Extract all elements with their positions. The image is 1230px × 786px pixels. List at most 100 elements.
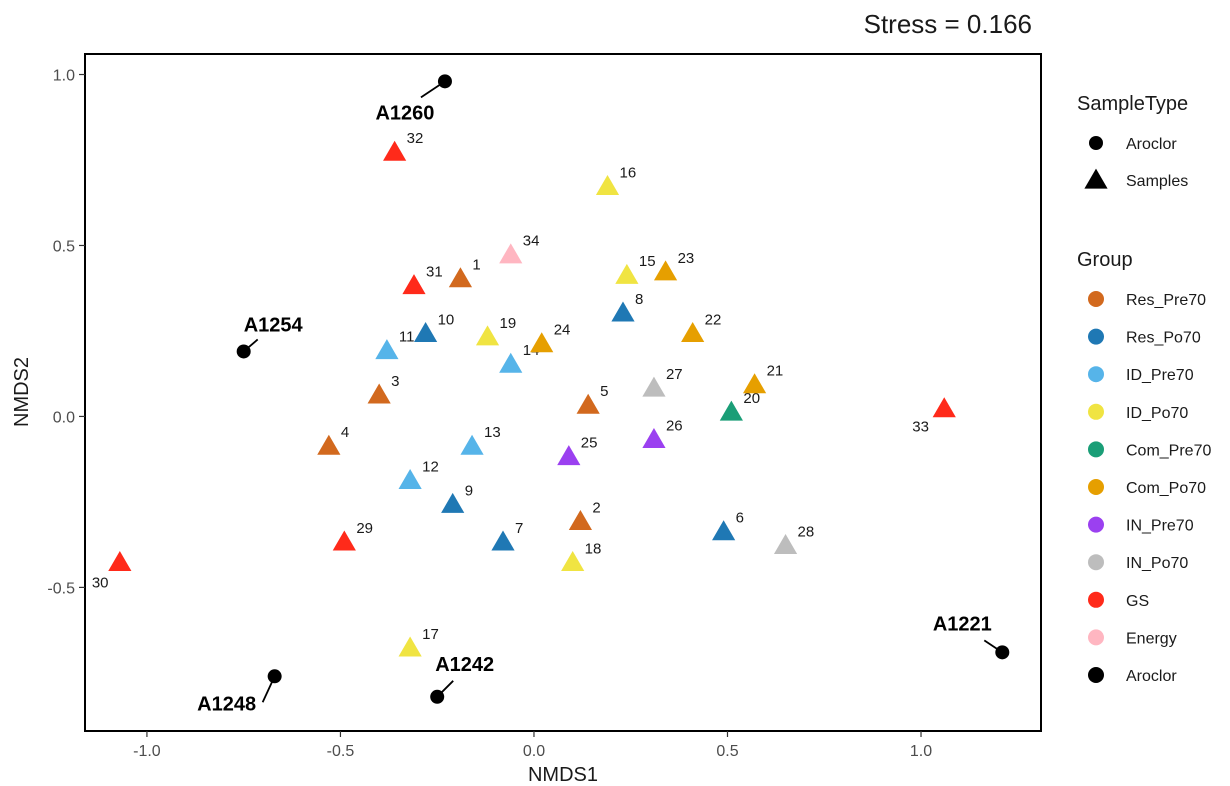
sample-point-label: 9 xyxy=(465,482,473,499)
y-axis: -0.5 0.0 0.5 1.0 xyxy=(47,68,85,597)
sample-point xyxy=(475,325,500,346)
sample-point-label: 21 xyxy=(767,363,784,380)
sample-point xyxy=(568,510,593,531)
sample-point-label: 6 xyxy=(736,510,744,527)
legend-group-label: ID_Pre70 xyxy=(1126,367,1194,384)
sample-point-label: 1 xyxy=(472,257,480,274)
legend-group-key xyxy=(1088,366,1104,383)
sample-point-label: 33 xyxy=(912,419,929,436)
sample-point xyxy=(742,373,767,394)
sample-point-label: 12 xyxy=(422,458,439,475)
aroclor-points: A1260 A1254 A1248 A1242 A1221 xyxy=(197,74,1010,715)
legend-group-label: Energy xyxy=(1126,630,1177,647)
sample-point-label: 13 xyxy=(484,424,501,441)
y-tick-label: 0.0 xyxy=(53,409,75,426)
aroclor-point xyxy=(995,645,1010,660)
plot-panel-border xyxy=(84,53,1042,732)
aroclor-label: A1242 xyxy=(435,654,494,676)
aroclor-label: A1254 xyxy=(244,314,304,336)
sample-point xyxy=(332,530,356,551)
legend-group-label: GS xyxy=(1126,593,1149,610)
sample-point-label: 3 xyxy=(391,373,399,390)
aroclor-label: A1260 xyxy=(375,102,434,124)
legend-group-label: Res_Po70 xyxy=(1126,330,1201,347)
legend-group-label: IN_Po70 xyxy=(1126,555,1188,572)
sample-point xyxy=(383,140,407,161)
sample-point-label: 5 xyxy=(600,383,608,400)
y-axis-title: NMDS2 xyxy=(11,357,33,427)
sample-point xyxy=(561,551,585,572)
sample-point-label: 32 xyxy=(407,130,424,147)
legend-group-key xyxy=(1088,291,1104,307)
sample-point-label: 24 xyxy=(554,322,571,339)
sample-point xyxy=(499,243,523,264)
legend-group-key xyxy=(1088,629,1104,646)
legend: SampleType Aroclor Samples Group Res_Pre7… xyxy=(1077,93,1211,685)
sample-point xyxy=(402,274,426,295)
y-tick-label: -0.5 xyxy=(47,580,75,597)
sample-point xyxy=(653,260,678,281)
x-tick-label: 0.0 xyxy=(523,743,545,760)
sample-point xyxy=(108,551,132,572)
legend-group-items: Res_Pre70 Res_Po70 ID_Pre70 ID_Po70 Com_Pre7… xyxy=(1088,291,1211,685)
legend-shape-label: Samples xyxy=(1126,173,1188,190)
sample-point xyxy=(367,383,391,404)
sample-point-label: 11 xyxy=(399,328,415,345)
x-tick-label: 1.0 xyxy=(910,743,932,760)
sample-point xyxy=(642,427,666,448)
sample-point xyxy=(642,376,666,397)
sample-point xyxy=(441,492,465,513)
sample-point-label: 16 xyxy=(620,164,637,181)
sample-point-label: 27 xyxy=(666,366,683,383)
sample-point xyxy=(499,352,523,373)
sample-point-label: 2 xyxy=(592,499,600,516)
sample-points: 1234567891011121314151617181920212223242… xyxy=(92,130,956,657)
sample-point xyxy=(375,339,399,360)
legend-group-key xyxy=(1088,328,1104,345)
aroclor-label: A1248 xyxy=(197,693,256,715)
legend-shape-key xyxy=(1089,136,1103,150)
legend-group-title: Group xyxy=(1077,249,1133,271)
aroclor-point xyxy=(236,344,251,359)
y-tick-label: 1.0 xyxy=(53,68,75,85)
legend-group-key xyxy=(1088,441,1104,458)
sample-point-label: 4 xyxy=(341,424,349,441)
sample-point-label: 29 xyxy=(356,520,373,537)
sample-point xyxy=(460,434,484,455)
sample-point-label: 28 xyxy=(798,523,815,540)
aroclor-point xyxy=(437,74,452,89)
aroclor-point xyxy=(267,669,282,684)
sample-point xyxy=(530,332,554,353)
sample-point-label: 22 xyxy=(705,311,722,328)
sample-point xyxy=(611,301,635,322)
aroclor-point xyxy=(430,689,445,704)
x-tick-label: -1.0 xyxy=(133,743,161,760)
x-axis-title: NMDS1 xyxy=(528,764,598,786)
sample-point-label: 15 xyxy=(639,253,656,270)
sample-point-label: 23 xyxy=(678,250,695,267)
sample-point xyxy=(398,468,422,489)
sample-point-label: 30 xyxy=(92,574,109,591)
sample-point xyxy=(317,434,341,455)
legend-group-key xyxy=(1088,479,1104,495)
legend-group-label: Aroclor xyxy=(1126,668,1177,685)
legend-group-label: ID_Po70 xyxy=(1126,405,1188,422)
sample-point xyxy=(681,321,705,342)
sample-point-label: 19 xyxy=(500,315,517,332)
sample-point xyxy=(491,530,515,551)
legend-group-key xyxy=(1088,516,1104,533)
legend-group-label: Com_Po70 xyxy=(1126,480,1206,497)
sample-point xyxy=(719,400,743,421)
legend-group-label: IN_Pre70 xyxy=(1126,518,1194,535)
legend-group-key xyxy=(1088,667,1104,683)
legend-group-key xyxy=(1088,554,1104,571)
legend-sampletype-items: Aroclor Samples xyxy=(1084,136,1188,190)
sample-point xyxy=(615,263,639,284)
sample-point-label: 7 xyxy=(515,520,523,537)
legend-group-key xyxy=(1088,591,1104,608)
legend-sampletype-title: SampleType xyxy=(1077,93,1188,115)
sample-point-label: 18 xyxy=(585,540,602,557)
sample-point xyxy=(595,174,620,195)
legend-group-label: Com_Pre70 xyxy=(1126,442,1211,459)
sample-point xyxy=(557,445,581,466)
